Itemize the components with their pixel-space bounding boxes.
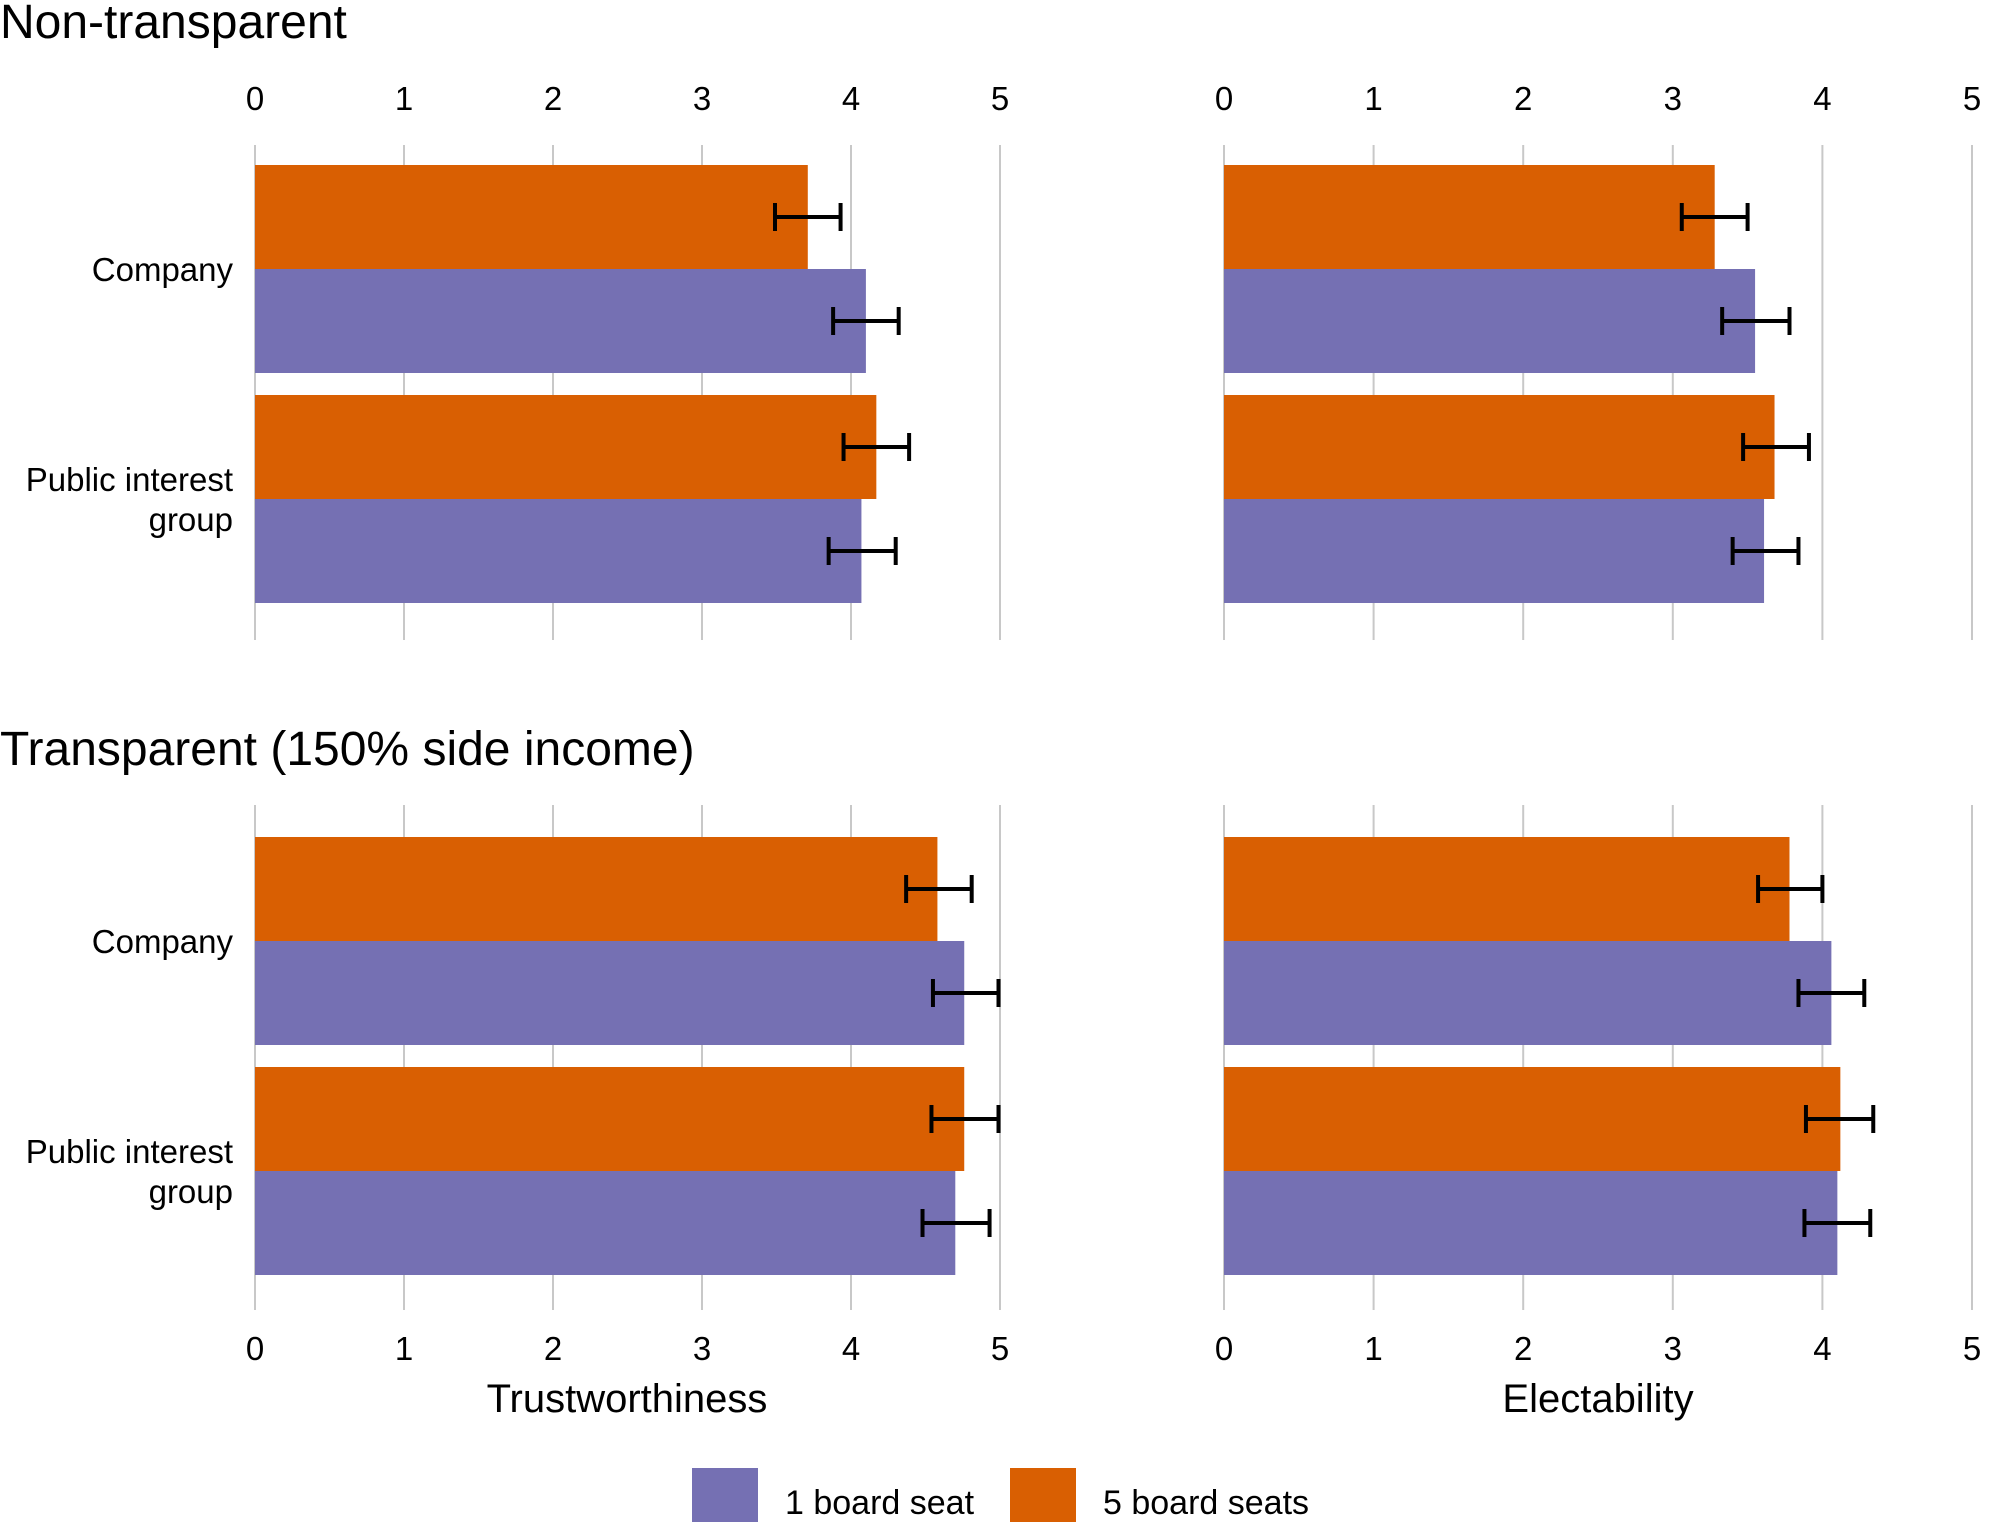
- x-tick-label: 2: [1514, 80, 1532, 117]
- bar: [1224, 499, 1765, 603]
- legend-label-5-board-seats: 5 board seats: [1103, 1484, 1309, 1522]
- x-tick-label: 2: [544, 80, 562, 117]
- x-tick-label: 5: [1963, 80, 1981, 117]
- x-tick-label: 3: [693, 1330, 711, 1367]
- bar: [1224, 941, 1832, 1045]
- bar: [255, 1171, 956, 1275]
- bar: [1224, 269, 1756, 373]
- x-tick-label: 2: [544, 1330, 562, 1367]
- x-tick-label: 1: [1364, 80, 1382, 117]
- bar: [1224, 837, 1790, 941]
- row-title-non-transparent: Non-transparent: [0, 0, 347, 49]
- x-tick-label: 0: [1215, 80, 1233, 117]
- legend-swatch-5-board-seats: [1010, 1468, 1076, 1522]
- bar: [255, 941, 965, 1045]
- bar: [1224, 1067, 1841, 1171]
- x-tick-label: 4: [842, 80, 860, 117]
- category-label: Company: [92, 251, 234, 288]
- legend-label-1-board-seat: 1 board seat: [785, 1484, 975, 1522]
- x-axis-title-trustworthiness: Trustworthiness: [487, 1377, 768, 1421]
- bar: [255, 395, 877, 499]
- category-label: Company: [92, 923, 234, 960]
- bar: [1224, 395, 1775, 499]
- category-label: group: [149, 501, 233, 538]
- x-tick-label: 5: [1963, 1330, 1981, 1367]
- x-tick-label: 4: [1813, 1330, 1831, 1367]
- x-tick-label: 1: [395, 1330, 413, 1367]
- bar: [255, 269, 866, 373]
- x-tick-label: 0: [246, 1330, 264, 1367]
- x-tick-label: 3: [693, 80, 711, 117]
- x-tick-label: 2: [1514, 1330, 1532, 1367]
- x-tick-label: 3: [1664, 80, 1682, 117]
- x-tick-label: 1: [395, 80, 413, 117]
- x-tick-label: 0: [246, 80, 264, 117]
- x-tick-label: 4: [1813, 80, 1831, 117]
- x-tick-label: 5: [991, 80, 1009, 117]
- bar: [1224, 1171, 1838, 1275]
- legend-swatch-1-board-seat: [692, 1468, 758, 1522]
- x-axis-title-electability: Electability: [1502, 1377, 1693, 1421]
- bar: [255, 1067, 965, 1171]
- category-label: group: [149, 1173, 233, 1210]
- category-label: Public interest: [26, 461, 233, 498]
- x-tick-label: 1: [1364, 1330, 1382, 1367]
- category-label: Public interest: [26, 1133, 233, 1170]
- x-tick-label: 0: [1215, 1330, 1233, 1367]
- bar: [255, 837, 938, 941]
- x-tick-label: 4: [842, 1330, 860, 1367]
- x-tick-label: 5: [991, 1330, 1009, 1367]
- row-title-transparent: Transparent (150% side income): [0, 723, 695, 776]
- x-tick-label: 3: [1664, 1330, 1682, 1367]
- bar: [1224, 165, 1715, 269]
- bar: [255, 165, 808, 269]
- bar: [255, 499, 862, 603]
